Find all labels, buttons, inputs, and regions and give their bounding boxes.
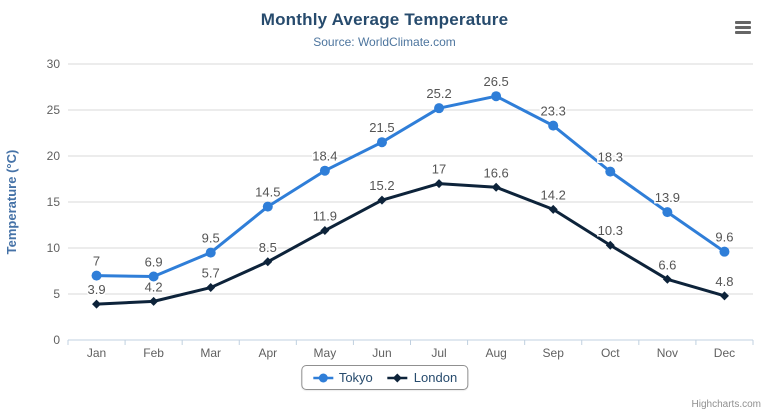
tokyo-marker[interactable] [434, 103, 445, 114]
y-axis-tick-label: 0 [53, 333, 60, 347]
london-marker[interactable] [605, 240, 615, 250]
tokyo-data-label: 6.9 [145, 255, 163, 270]
london-marker[interactable] [377, 195, 387, 205]
tokyo-marker[interactable] [662, 207, 673, 218]
london-data-label: 6.6 [658, 257, 676, 272]
london-line [95, 182, 726, 306]
tokyo-marker[interactable] [548, 120, 559, 131]
tokyo-data-label: 18.3 [598, 150, 623, 165]
tokyo-data-label: 13.9 [655, 190, 680, 205]
y-axis-tick-label: 10 [47, 241, 61, 255]
chart-title: Monthly Average Temperature [260, 10, 509, 29]
tokyo-legend-marker-icon [312, 373, 333, 382]
x-axis-label: Jul [431, 346, 446, 360]
x-axis-label: May [314, 346, 337, 360]
london-data-label: 3.9 [88, 282, 106, 297]
y-axis-tick-label: 25 [47, 103, 61, 117]
london-marker[interactable] [206, 283, 216, 293]
menu-bar [735, 30, 751, 34]
y-axis-tick-label: 20 [47, 149, 61, 163]
london-data-label: 8.5 [259, 240, 277, 255]
y-axis-tick-label: 5 [53, 287, 60, 301]
london-marker[interactable] [548, 204, 558, 214]
london-marker[interactable] [263, 257, 273, 267]
x-axis-label: Aug [485, 346, 506, 360]
tokyo-marker[interactable] [605, 166, 616, 177]
tokyo-marker[interactable] [719, 246, 730, 257]
x-axis-label: Nov [657, 346, 678, 360]
credit-link[interactable]: Highcharts.com [691, 399, 761, 410]
london-data-label: 15.2 [369, 178, 394, 193]
london-marker[interactable] [491, 182, 501, 192]
legend: Tokyo London [300, 365, 469, 390]
tokyo-marker[interactable] [148, 271, 159, 282]
tokyo-data-label: 23.3 [541, 104, 566, 119]
london-data-label: 5.7 [202, 266, 220, 281]
y-axis-title: Temperature (°C) [4, 150, 19, 255]
tokyo-marker[interactable] [376, 137, 387, 148]
tokyo-marker[interactable] [319, 165, 330, 176]
tokyo-marker[interactable] [491, 91, 502, 102]
london-data-label: 4.8 [715, 274, 733, 289]
legend-label-london: London [413, 370, 458, 385]
london-data-label: 17 [432, 162, 446, 177]
x-axis-label: Jun [372, 346, 391, 360]
x-axis-label: Apr [258, 346, 277, 360]
x-axis-label: Mar [200, 346, 221, 360]
x-axis-label: Dec [714, 346, 735, 360]
tokyo-data-label: 9.5 [202, 231, 220, 246]
london-marker[interactable] [320, 226, 330, 236]
tokyo-line [95, 94, 726, 279]
london-marker[interactable] [92, 299, 102, 309]
menu-bar [735, 25, 751, 29]
tokyo-marker[interactable] [262, 201, 273, 212]
y-axis-tick-label: 30 [47, 57, 61, 71]
london-marker[interactable] [662, 274, 672, 284]
london-data-label: 10.3 [598, 223, 623, 238]
tokyo-marker[interactable] [91, 270, 102, 281]
tokyo-data-label: 7 [93, 254, 100, 269]
tokyo-data-label: 25.2 [426, 86, 451, 101]
london-data-label: 16.6 [483, 165, 508, 180]
london-marker[interactable] [719, 291, 729, 301]
menu-bar [735, 20, 751, 24]
london-data-label: 4.2 [145, 279, 163, 294]
x-axis-label: Jan [87, 346, 106, 360]
y-axis-tick-label: 15 [47, 195, 61, 209]
hamburger-menu-icon[interactable] [731, 17, 755, 37]
tokyo-data-label: 18.4 [312, 149, 337, 164]
london-data-label: 14.2 [541, 187, 566, 202]
tokyo-data-label: 21.5 [369, 120, 394, 135]
legend-label-tokyo: Tokyo [338, 370, 373, 385]
tokyo-data-label: 9.6 [715, 230, 733, 245]
tokyo-marker[interactable] [205, 247, 216, 258]
legend-item-london[interactable]: London [387, 370, 457, 385]
london-marker[interactable] [434, 179, 444, 189]
chart-subtitle: Source: WorldClimate.com [313, 35, 456, 49]
london-data-label: 11.9 [313, 209, 337, 224]
x-axis-label: Oct [601, 346, 620, 360]
london-legend-marker-icon [387, 373, 408, 382]
london-marker[interactable] [149, 296, 159, 306]
x-axis-label: Feb [143, 346, 164, 360]
legend-item-tokyo[interactable]: Tokyo [312, 370, 373, 385]
x-axis-label: Sep [543, 346, 565, 360]
tokyo-data-label: 26.5 [483, 74, 508, 89]
tokyo-data-label: 14.5 [255, 185, 280, 200]
